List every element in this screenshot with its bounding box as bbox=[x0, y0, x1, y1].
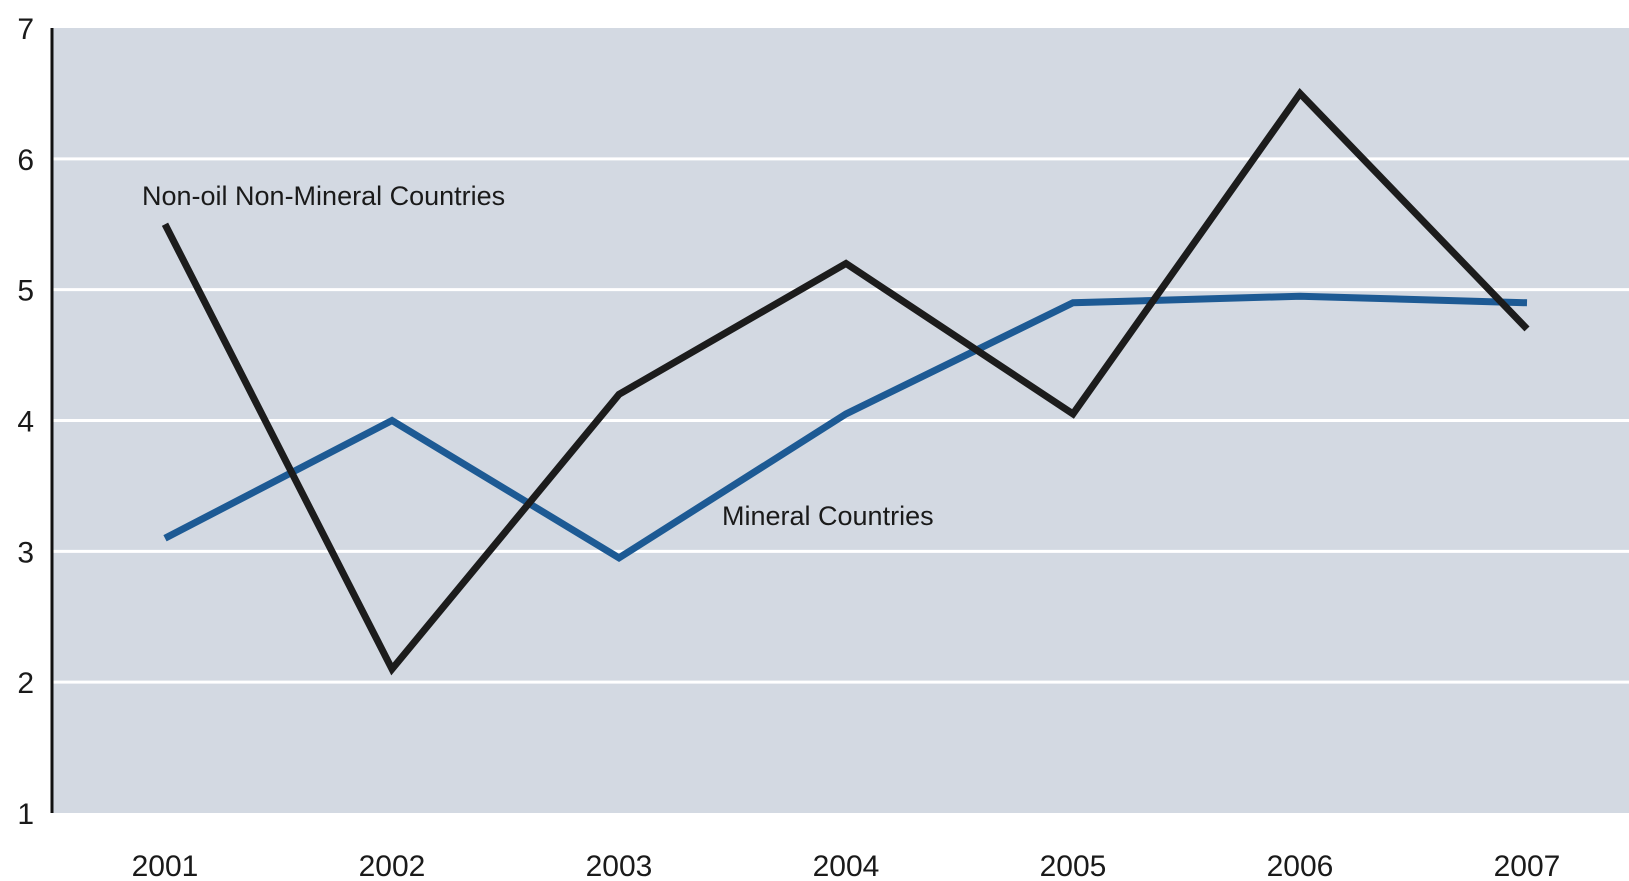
x-tick-label-2006: 2006 bbox=[1267, 850, 1334, 881]
y-tick-label-3: 3 bbox=[17, 536, 34, 569]
y-tick-label-4: 4 bbox=[17, 406, 34, 439]
y-tick-label-2: 2 bbox=[17, 667, 34, 700]
series-line-non-oil bbox=[161, 87, 1530, 676]
x-tick-label-2004: 2004 bbox=[813, 850, 880, 881]
y-tick-label-6: 6 bbox=[17, 144, 34, 177]
x-tick-label-2007: 2007 bbox=[1494, 850, 1561, 881]
x-tick-label-2005: 2005 bbox=[1040, 850, 1107, 881]
x-axis-ticks: 2001 2002 2003 2004 2005 2006 2007 bbox=[132, 850, 1561, 881]
y-tick-label-5: 5 bbox=[17, 275, 34, 308]
series-label-non-oil: Non-oil Non-Mineral Countries bbox=[142, 181, 505, 211]
y-tick-label-1: 1 bbox=[17, 798, 34, 831]
x-tick-label-2001: 2001 bbox=[132, 850, 199, 881]
series-label-mineral: Mineral Countries bbox=[722, 501, 934, 531]
series-line-mineral bbox=[163, 292, 1528, 562]
series-lines bbox=[161, 87, 1530, 676]
x-tick-label-2003: 2003 bbox=[586, 850, 653, 881]
y-axis-ticks: 1 2 3 4 5 6 7 bbox=[17, 13, 34, 831]
x-tick-label-2002: 2002 bbox=[359, 850, 426, 881]
y-tick-label-7: 7 bbox=[17, 13, 34, 46]
